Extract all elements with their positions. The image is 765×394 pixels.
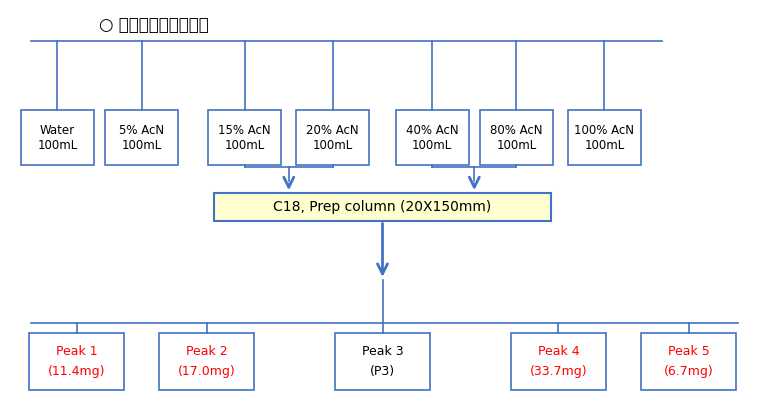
- FancyBboxPatch shape: [159, 333, 254, 390]
- FancyBboxPatch shape: [214, 193, 551, 221]
- Text: (17.0mg): (17.0mg): [177, 365, 236, 378]
- Text: (11.4mg): (11.4mg): [47, 365, 106, 378]
- Text: Peak 3: Peak 3: [362, 345, 403, 358]
- FancyBboxPatch shape: [568, 110, 640, 165]
- FancyBboxPatch shape: [29, 333, 124, 390]
- Text: ○ 분취크로마토그래피: ○ 분취크로마토그래피: [99, 16, 209, 34]
- FancyBboxPatch shape: [21, 110, 93, 165]
- FancyBboxPatch shape: [480, 110, 552, 165]
- Text: Peak 1: Peak 1: [56, 345, 97, 358]
- Text: Peak 2: Peak 2: [186, 345, 227, 358]
- FancyBboxPatch shape: [208, 110, 282, 165]
- FancyBboxPatch shape: [640, 333, 736, 390]
- FancyBboxPatch shape: [296, 110, 369, 165]
- Text: (33.7mg): (33.7mg): [529, 365, 588, 378]
- FancyBboxPatch shape: [106, 110, 177, 165]
- Text: Water
100mL: Water 100mL: [37, 124, 77, 152]
- Text: Peak 5: Peak 5: [668, 345, 709, 358]
- Text: 100% AcN
100mL: 100% AcN 100mL: [575, 124, 634, 152]
- Text: 20% AcN
100mL: 20% AcN 100mL: [307, 124, 359, 152]
- Text: 5% AcN
100mL: 5% AcN 100mL: [119, 124, 164, 152]
- Text: 40% AcN
100mL: 40% AcN 100mL: [406, 124, 458, 152]
- FancyBboxPatch shape: [511, 333, 606, 390]
- FancyBboxPatch shape: [396, 110, 468, 165]
- Text: (6.7mg): (6.7mg): [663, 365, 714, 378]
- Text: (P3): (P3): [370, 365, 395, 378]
- Text: C18, Prep column (20X150mm): C18, Prep column (20X150mm): [273, 200, 492, 214]
- FancyBboxPatch shape: [334, 333, 430, 390]
- Text: 80% AcN
100mL: 80% AcN 100mL: [490, 124, 542, 152]
- Text: 15% AcN
100mL: 15% AcN 100mL: [219, 124, 271, 152]
- Text: Peak 4: Peak 4: [538, 345, 579, 358]
